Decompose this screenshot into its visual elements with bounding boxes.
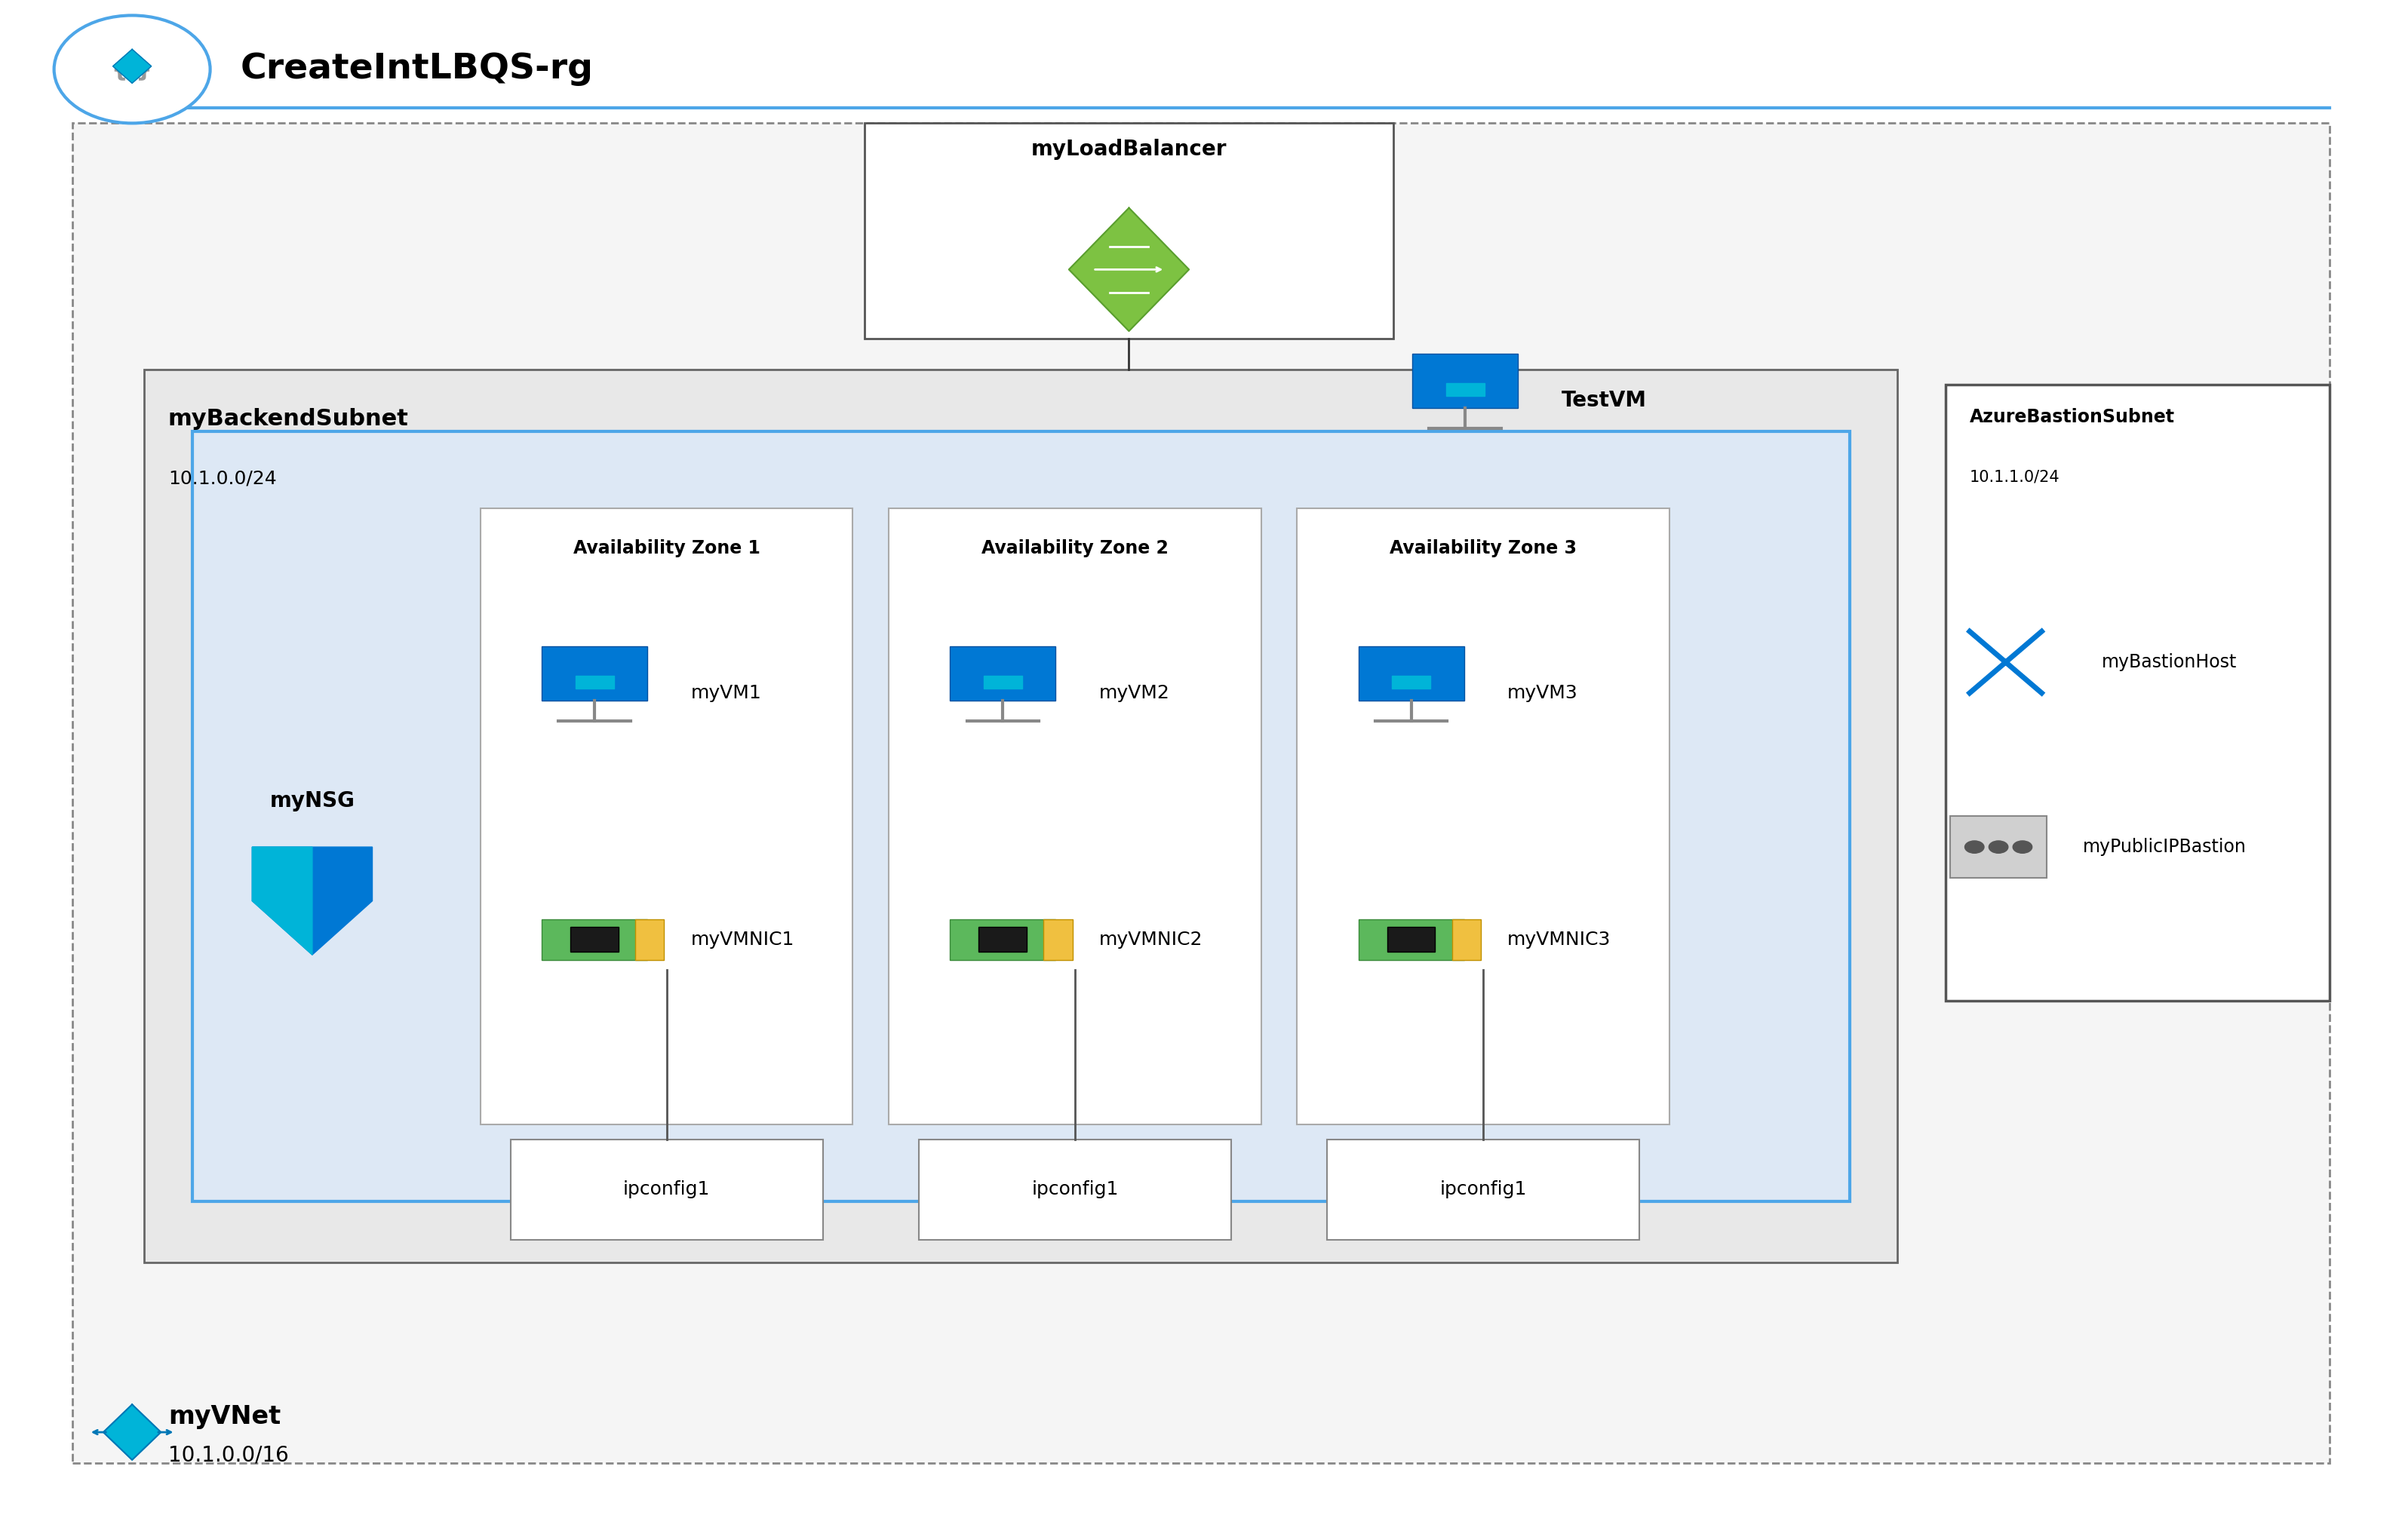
Text: myNSG: myNSG [269,790,355,812]
Text: myVMNIC2: myVMNIC2 [1100,930,1203,949]
Text: ipconfig1: ipconfig1 [622,1181,711,1198]
Bar [634,919,663,959]
Bar [1412,354,1518,408]
Text: myVMNIC1: myVMNIC1 [692,930,795,949]
Text: myVNet: myVNet [168,1404,281,1429]
Bar [72,123,2330,1463]
Bar [1045,919,1074,959]
Bar [1360,647,1465,701]
Ellipse shape [53,15,211,123]
Bar [543,919,649,959]
Bar [480,508,853,1124]
Bar [572,927,620,952]
Text: TestVM: TestVM [1561,390,1645,411]
Text: myVM2: myVM2 [1100,684,1170,702]
Text: 10.1.0.0/24: 10.1.0.0/24 [168,470,276,488]
Text: myBackendSubnet: myBackendSubnet [168,408,408,430]
Polygon shape [985,676,1023,688]
Bar [144,370,1898,1263]
Bar [980,927,1028,952]
Bar [192,431,1850,1201]
Text: Availability Zone 1: Availability Zone 1 [574,539,759,557]
Text: Availability Zone 3: Availability Zone 3 [1391,539,1576,557]
Text: myVMNIC3: myVMNIC3 [1508,930,1612,949]
Bar [865,123,1393,339]
Text: CreateIntLBQS-rg: CreateIntLBQS-rg [240,52,593,86]
Bar [1297,508,1669,1124]
Circle shape [1965,841,1984,853]
Bar [543,647,649,701]
Polygon shape [1393,676,1432,688]
Polygon shape [1069,208,1189,331]
Polygon shape [252,847,372,955]
Text: myPublicIPBastion: myPublicIPBastion [2083,838,2246,856]
Polygon shape [103,1404,161,1460]
Bar [512,1140,821,1240]
Text: ipconfig1: ipconfig1 [1030,1181,1119,1198]
Bar [1946,385,2330,1001]
Bar [949,919,1057,959]
Bar [949,647,1057,701]
Bar [1360,919,1465,959]
Text: myLoadBalancer: myLoadBalancer [1030,139,1227,160]
Text: ipconfig1: ipconfig1 [1439,1181,1528,1198]
Text: 10.1.1.0/24: 10.1.1.0/24 [1970,470,2061,485]
Text: myVM1: myVM1 [692,684,761,702]
Polygon shape [576,676,615,688]
Text: 10.1.0.0/16: 10.1.0.0/16 [168,1445,288,1466]
Text: myBastionHost: myBastionHost [2102,653,2236,671]
Bar [1326,1140,1638,1240]
Text: myVM3: myVM3 [1508,684,1578,702]
Bar [1950,816,2047,878]
Polygon shape [252,847,312,955]
Circle shape [2013,841,2032,853]
Bar [889,508,1261,1124]
Bar [1388,927,1436,952]
Text: { }: { } [113,59,151,80]
Polygon shape [113,49,151,83]
Bar [920,1140,1230,1240]
Polygon shape [1446,383,1484,396]
Text: Availability Zone 2: Availability Zone 2 [982,539,1167,557]
Text: AzureBastionSubnet: AzureBastionSubnet [1970,408,2174,427]
Bar [1451,919,1480,959]
Circle shape [1989,841,2008,853]
